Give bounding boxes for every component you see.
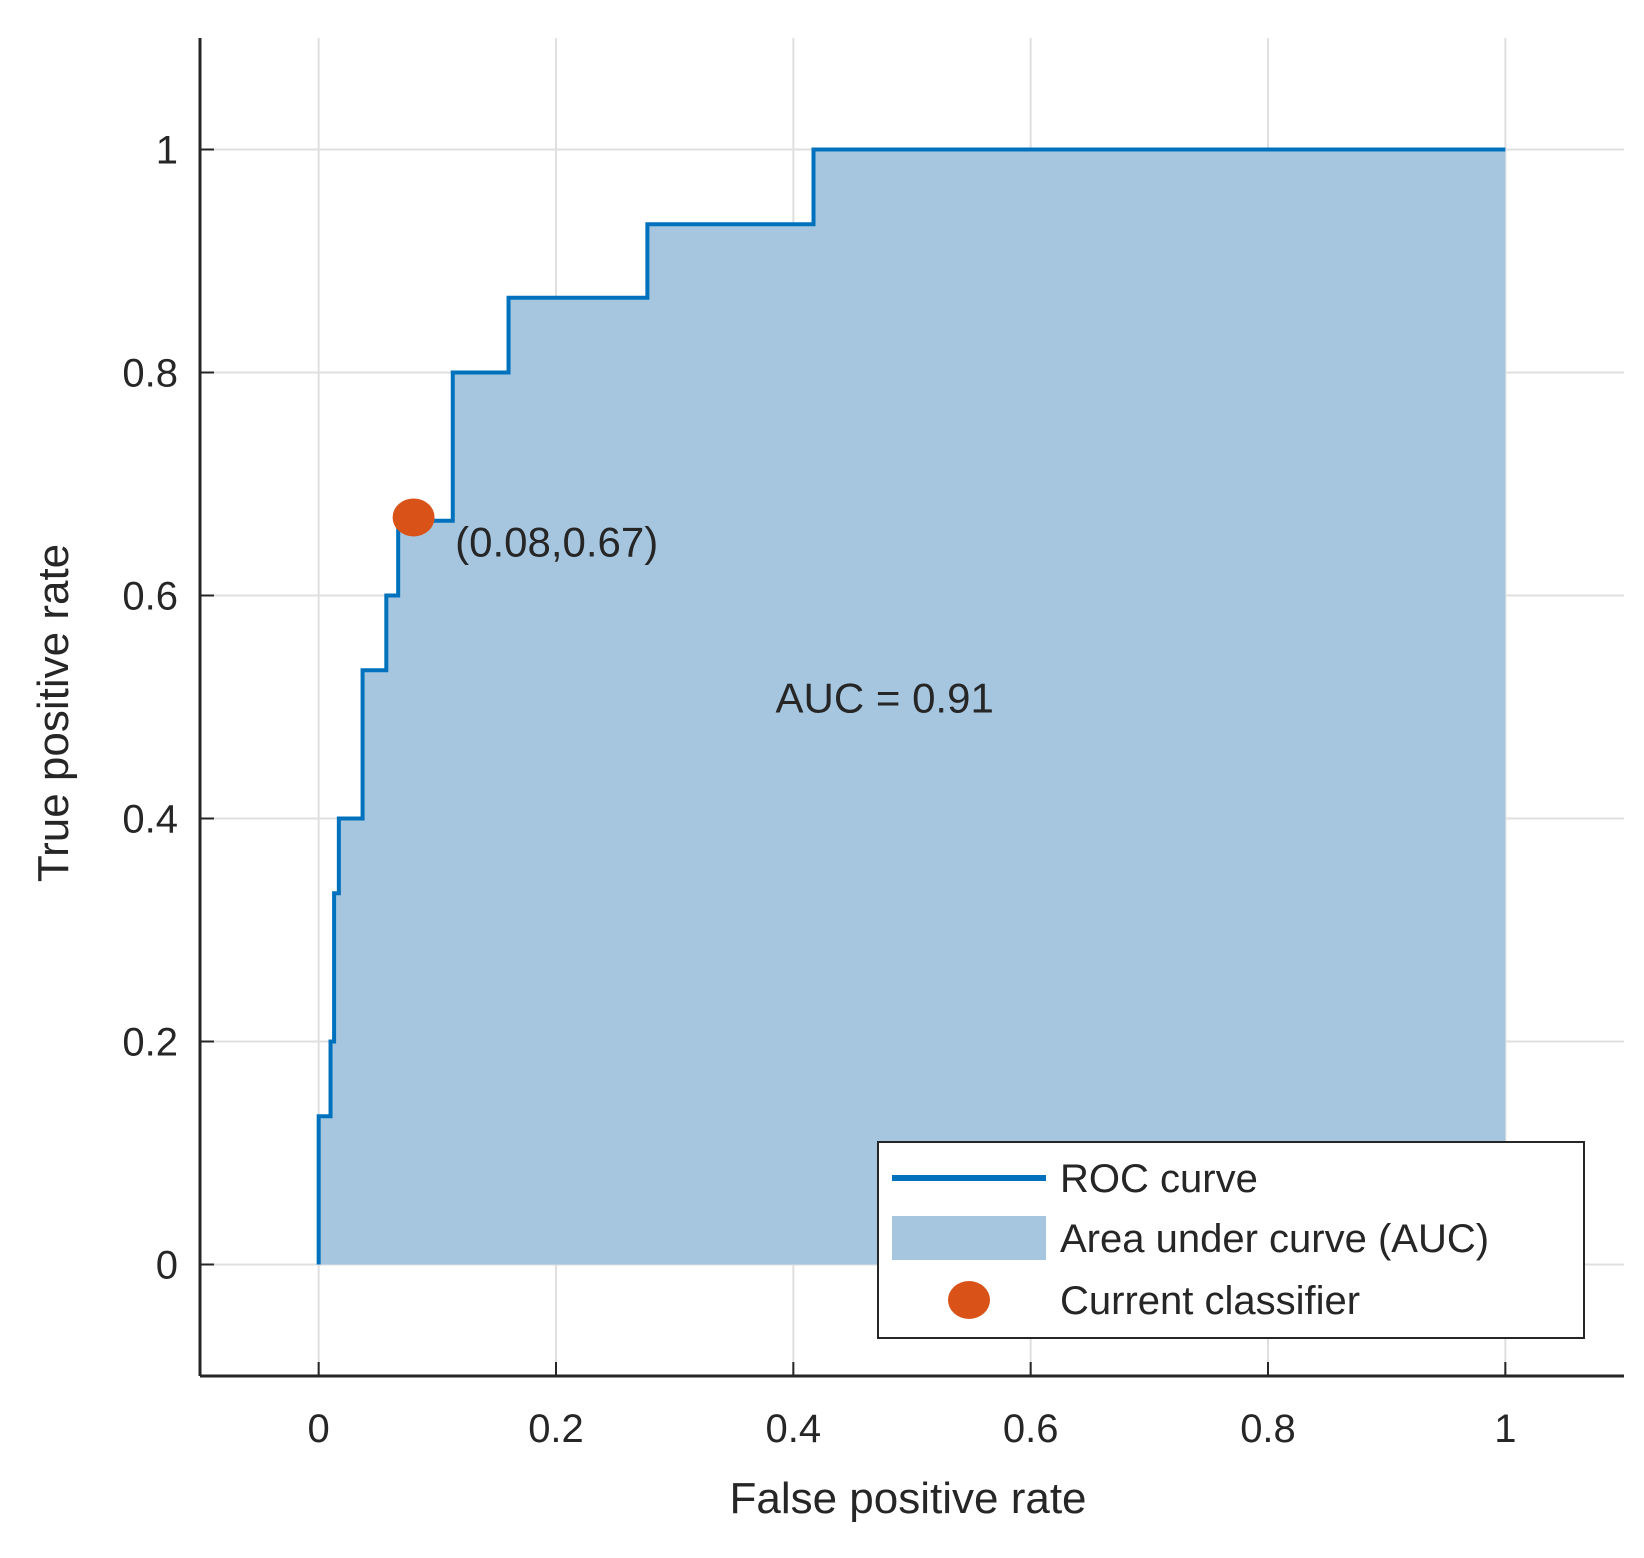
area-layer [318,149,1506,1265]
x-tick-label: 1 [1494,1407,1516,1451]
x-tick-label: 0.2 [528,1407,584,1451]
x-axis-label: False positive rate [729,1474,1086,1523]
y-tick-label: 0.4 [122,798,178,842]
y-tick-label: 0.6 [122,575,178,619]
legend-auc-label: Area under curve (AUC) [1060,1217,1489,1261]
y-axis-label: True positive rate [29,544,78,882]
y-tick-label: 0.2 [122,1021,178,1065]
y-tick-label: 0.8 [122,352,178,396]
y-tick-label: 0 [156,1244,178,1288]
current-classifier-point [392,498,435,537]
line-layer [316,147,1506,1265]
auc-area [318,149,1506,1265]
x-tick-label: 0.4 [766,1407,822,1451]
x-tick-label: 0.6 [1003,1407,1059,1451]
x-tick-label: 0 [308,1407,330,1451]
x-tick-label: 0.8 [1240,1407,1296,1451]
legend-auc-swatch [892,1216,1046,1260]
legend-roc-label: ROC curve [1060,1157,1258,1201]
y-tick-label: 1 [156,129,178,173]
axes-layer: 0 0.2 0.4 0.6 0.8 1 0 0.2 0.4 0.6 0.8 1 [122,38,1624,1451]
point-layer [392,498,435,537]
auc-value-label: AUC = 0.91 [776,675,994,722]
annotation-layer: (0.08,0.67) AUC = 0.91 [455,518,994,721]
roc-curve-line [316,147,1506,1265]
legend-classifier-label: Current classifier [1060,1279,1360,1323]
point-coordinate-label: (0.08,0.67) [455,518,658,565]
legend: ROC curve Area under curve (AUC) Current c… [877,1141,1585,1339]
legend-classifier-swatch [948,1281,990,1319]
